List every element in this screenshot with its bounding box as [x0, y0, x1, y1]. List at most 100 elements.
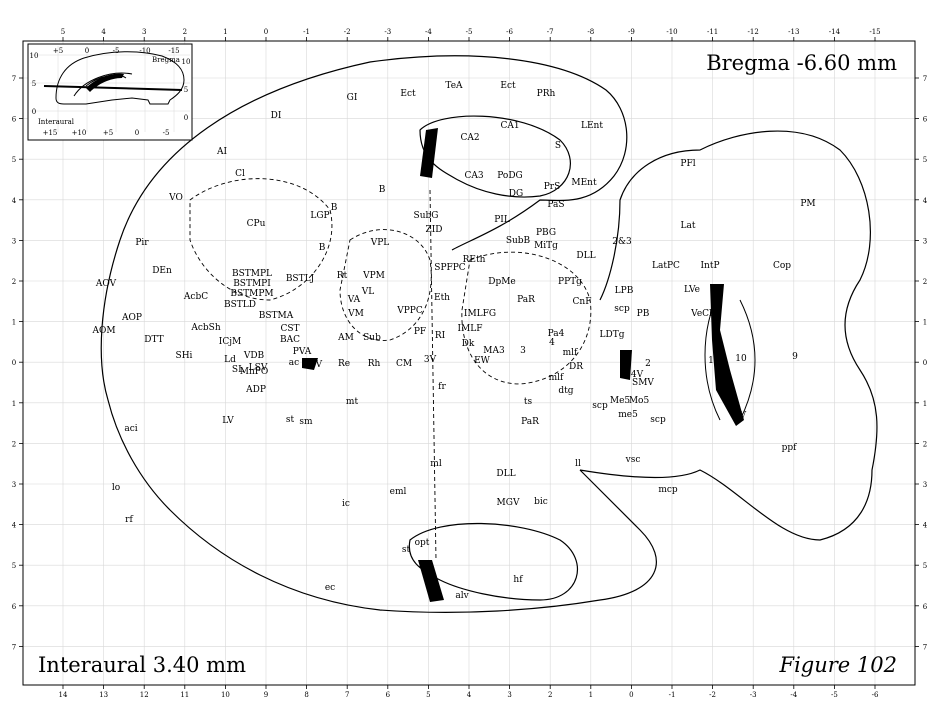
axis-left-tick: 1: [12, 319, 16, 327]
region-label: CM: [396, 359, 412, 369]
inset-top-tick: 0: [85, 47, 89, 55]
region-label: IntP: [700, 261, 719, 271]
axis-right-tick: 3: [923, 237, 927, 245]
brain-section: [100, 55, 878, 613]
axis-top-tick: -15: [869, 28, 880, 36]
region-label: DEn: [152, 266, 172, 276]
region-label: SL: [232, 365, 244, 375]
region-label: Eth: [434, 293, 450, 303]
axis-left-tick: 1: [12, 400, 16, 408]
axis-bottom: 14 13 12 11 10 9 8 7 6 5 4 3 2 1 0 -1 -2 -3 -4 -5 -6: [59, 685, 879, 699]
axis-top-tick: -13: [788, 28, 799, 36]
region-label: PaR: [517, 295, 535, 305]
axis-bottom-tick: 4: [467, 691, 472, 699]
region-label: LDTg: [600, 330, 625, 340]
midline-dashed: [429, 189, 437, 561]
axis-left-tick: 6: [12, 116, 17, 124]
axis-top-tick: -2: [344, 28, 351, 36]
region-label: mlf: [563, 348, 578, 358]
region-label: VPPC: [396, 306, 423, 316]
region-label: MA3: [483, 346, 505, 356]
region-label: ic: [342, 499, 350, 509]
inset-top-tick: +5: [53, 47, 63, 55]
region-label: 4V: [631, 370, 644, 380]
region-label: GI: [347, 93, 358, 103]
region-label: ec: [325, 583, 335, 593]
region-label: Me5: [610, 396, 631, 406]
inset-bottom-tick: +15: [43, 129, 58, 137]
region-label: ZID: [425, 225, 442, 235]
axis-left-tick: 2: [12, 440, 16, 448]
region-label: dtg: [558, 386, 573, 396]
inset-ticks: +5 0 -5 -10 -15 +15 +10 +5 0 -5 10 5 0 10 5 0: [30, 47, 191, 137]
axis-top-tick: -6: [506, 28, 513, 36]
hippocampus-outline: [419, 115, 571, 198]
region-label: VDB: [243, 351, 265, 361]
region-label: AOP: [121, 313, 142, 323]
region-label: Dk: [462, 339, 475, 349]
region-label: REth: [463, 255, 486, 265]
axis-right-tick: 2: [923, 278, 927, 286]
inset-left-tick: 0: [32, 108, 36, 116]
region-label: LatPC: [652, 261, 680, 271]
axis-left-tick: 4: [12, 522, 17, 530]
region-label: Ect: [500, 81, 516, 91]
third-ventricle-small: [302, 358, 318, 370]
region-label: 3V: [310, 360, 323, 370]
region-label: 1: [708, 356, 714, 366]
region-label: vsc: [625, 455, 641, 465]
axis-right-tick: 6: [923, 603, 928, 611]
axis-bottom-tick: 7: [345, 691, 349, 699]
inset-bottom-tick: +5: [103, 129, 113, 137]
region-label: scp: [592, 401, 608, 411]
region-label: PF: [414, 327, 426, 337]
region-label: MGV: [497, 498, 520, 508]
axis-top-tick: -14: [829, 28, 841, 36]
axis-top-tick: -3: [384, 28, 391, 36]
axis-top-tick: 3: [142, 28, 146, 36]
region-label: CA2: [460, 133, 479, 143]
region-label: mlf: [549, 373, 564, 383]
axis-top-tick: 5: [61, 28, 65, 36]
axis-top-tick: -4: [425, 28, 432, 36]
inset-top-tick: -10: [139, 47, 150, 55]
region-label: 3: [520, 346, 526, 356]
region-label: AI: [216, 147, 227, 157]
midbrain-dashed: [461, 251, 592, 385]
axis-right-tick: 2: [923, 440, 927, 448]
inset-top-tick: -5: [113, 47, 120, 55]
axis-right-tick: 7: [923, 75, 927, 83]
axis-right-tick: 4: [923, 197, 928, 205]
axis-bottom-tick: 5: [426, 691, 430, 699]
axis-bottom-tick: 14: [59, 691, 68, 699]
brainstem-outline: [579, 130, 878, 541]
axis-top-tick: -12: [748, 28, 759, 36]
region-label: DG: [509, 189, 523, 199]
axis-top: 5 4 3 2 1 0 -1 -2 -3 -4 -5 -6 -7 -8 -9 -10 -11 -12 -13 -14 -…: [61, 28, 881, 41]
region-label: Ld: [224, 355, 236, 365]
region-label: lo: [112, 483, 120, 493]
axis-top-tick: -1: [303, 28, 310, 36]
region-label: PIL: [494, 215, 510, 225]
inset-section-line: [43, 85, 183, 91]
region-label: bic: [534, 497, 548, 507]
region-label: BAC: [280, 335, 300, 345]
cortex-outline: [119, 55, 628, 251]
axis-top-tick: -9: [628, 28, 635, 36]
axis-bottom-tick: -4: [790, 691, 797, 699]
region-label: PrS: [544, 182, 561, 192]
region-label: Re: [338, 359, 350, 369]
region-label: PoDG: [497, 171, 523, 181]
region-label: BSTMPL: [232, 269, 272, 279]
region-label: me5: [618, 410, 638, 420]
axis-left-tick: 7: [12, 643, 16, 651]
inset-right-tick: 5: [184, 86, 188, 94]
axis-bottom-tick: 13: [99, 691, 108, 699]
region-label: MEnt: [571, 178, 597, 188]
region-label: sm: [299, 417, 313, 427]
axis-left-tick: 3: [12, 237, 16, 245]
ventricles: [302, 128, 744, 602]
ventricle-upper: [420, 128, 438, 178]
region-label: AcbC: [183, 292, 208, 302]
region-label: CA3: [464, 171, 483, 181]
